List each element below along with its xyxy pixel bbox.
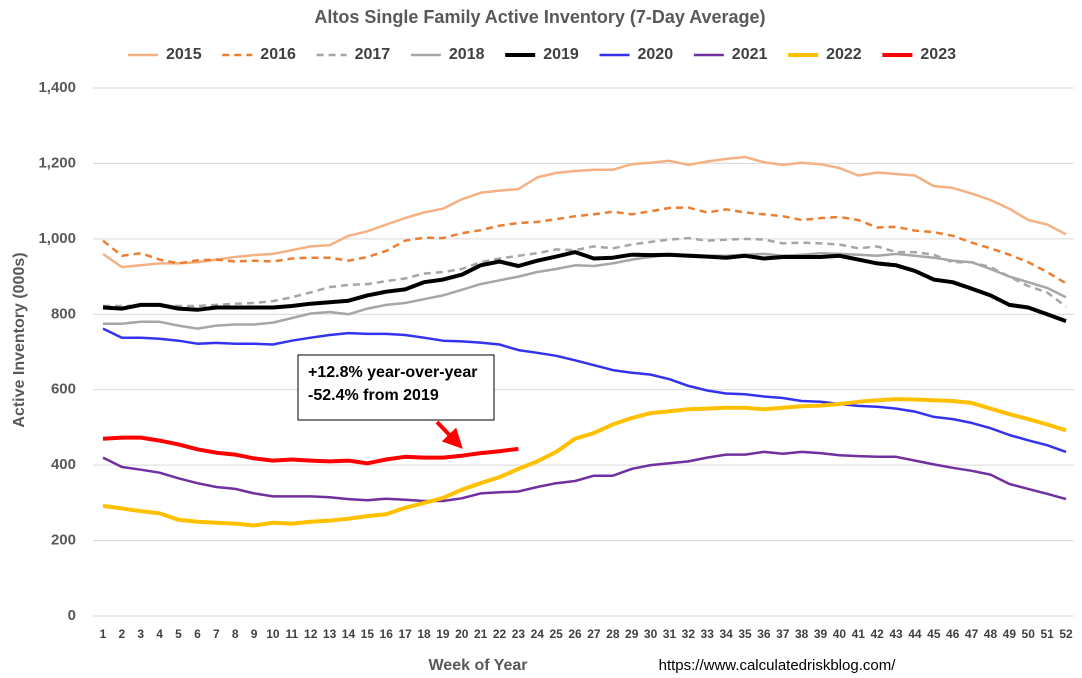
x-tick-label: 23 [512, 627, 526, 641]
x-tick-label: 48 [984, 627, 998, 641]
x-tick-label: 6 [194, 627, 201, 641]
x-tick-label: 51 [1040, 627, 1054, 641]
x-tick-label: 12 [304, 627, 318, 641]
x-tick-label: 17 [398, 627, 412, 641]
legend-label: 2022 [826, 46, 862, 63]
x-tick-label: 25 [549, 627, 563, 641]
x-tick-label: 42 [870, 627, 884, 641]
series-line [102, 397, 1067, 528]
legend-label: 2020 [638, 46, 674, 63]
y-tick-label: 200 [51, 532, 76, 549]
series-line [102, 250, 1067, 323]
x-tick-label: 37 [776, 627, 790, 641]
x-tick-label: 49 [1003, 627, 1017, 641]
x-tick-label: 8 [232, 627, 239, 641]
x-tick-label: 31 [663, 627, 677, 641]
x-tick-label: 5 [175, 627, 182, 641]
x-tick-label: 33 [701, 627, 715, 641]
x-tick-label: 35 [738, 627, 752, 641]
x-tick-label: 9 [251, 627, 258, 641]
x-tick-label: 38 [795, 627, 809, 641]
x-tick-label: 24 [531, 627, 545, 641]
series-line [102, 206, 1067, 285]
x-tick-label: 47 [965, 627, 979, 641]
x-tick-label: 45 [927, 627, 941, 641]
x-tick-label: 21 [474, 627, 488, 641]
x-tick-label: 40 [833, 627, 847, 641]
x-tick-label: 36 [757, 627, 771, 641]
legend-label: 2019 [543, 46, 579, 63]
x-tick-label: 44 [908, 627, 922, 641]
x-tick-label: 29 [625, 627, 639, 641]
series-line [103, 236, 1067, 308]
y-tick-label: 600 [51, 381, 76, 398]
x-tick-label: 22 [493, 627, 507, 641]
x-tick-label: 34 [719, 627, 733, 641]
legend-label: 2015 [166, 46, 202, 63]
x-tick-label: 14 [342, 627, 356, 641]
y-axis-label: Active Inventory (000s) [11, 252, 28, 427]
x-tick-label: 18 [417, 627, 431, 641]
x-tick-label: 52 [1059, 627, 1073, 641]
y-tick-label: 1,400 [38, 79, 76, 96]
y-tick-label: 0 [68, 607, 76, 624]
annotation: -52.4% from 2019 [308, 387, 439, 404]
chart-title: Altos Single Family Active Inventory (7-… [314, 7, 765, 27]
series-line [103, 251, 1067, 330]
x-tick-label: 19 [436, 627, 450, 641]
x-tick-label: 32 [682, 627, 696, 641]
x-tick-label: 20 [455, 627, 469, 641]
series-line [102, 155, 1067, 269]
x-tick-label: 16 [380, 627, 394, 641]
y-tick-label: 1,000 [38, 230, 76, 247]
source: https://www.calculatedriskblog.com/ [659, 657, 897, 674]
annotation-box [297, 354, 495, 421]
x-axis-label: Week of Year [428, 657, 527, 674]
legend-label: 2016 [260, 46, 296, 63]
x-tick-label: 26 [568, 627, 582, 641]
x-tick-label: 28 [606, 627, 620, 641]
x-tick-label: 13 [323, 627, 337, 641]
x-tick-label: 7 [213, 627, 220, 641]
x-tick-label: 10 [266, 627, 280, 641]
x-tick-label: 39 [814, 627, 828, 641]
x-tick-label: 4 [156, 627, 163, 641]
x-tick-label: 46 [946, 627, 960, 641]
legend-label: 2017 [355, 46, 391, 63]
y-tick-label: 1,200 [38, 154, 76, 171]
x-tick-label: 27 [587, 627, 601, 641]
annotation: +12.8% year-over-year [308, 364, 477, 381]
series-line [102, 450, 1067, 503]
x-tick-label: 3 [137, 627, 144, 641]
series-line [102, 435, 519, 466]
legend-label: 2021 [732, 46, 768, 63]
x-tick-label: 2 [119, 627, 126, 641]
legend-label: 2018 [449, 46, 485, 63]
x-tick-label: 41 [852, 627, 866, 641]
annotation-arrow [435, 420, 463, 449]
y-tick-label: 800 [51, 305, 76, 322]
y-tick-label: 400 [51, 456, 76, 473]
x-tick-label: 15 [361, 627, 375, 641]
legend-label: 2023 [920, 46, 956, 63]
x-tick-label: 50 [1022, 627, 1036, 641]
x-tick-label: 43 [889, 627, 903, 641]
x-tick-label: 11 [285, 627, 298, 641]
x-tick-label: 1 [100, 627, 107, 641]
x-tick-label: 30 [644, 627, 658, 641]
series-line [102, 327, 1067, 454]
